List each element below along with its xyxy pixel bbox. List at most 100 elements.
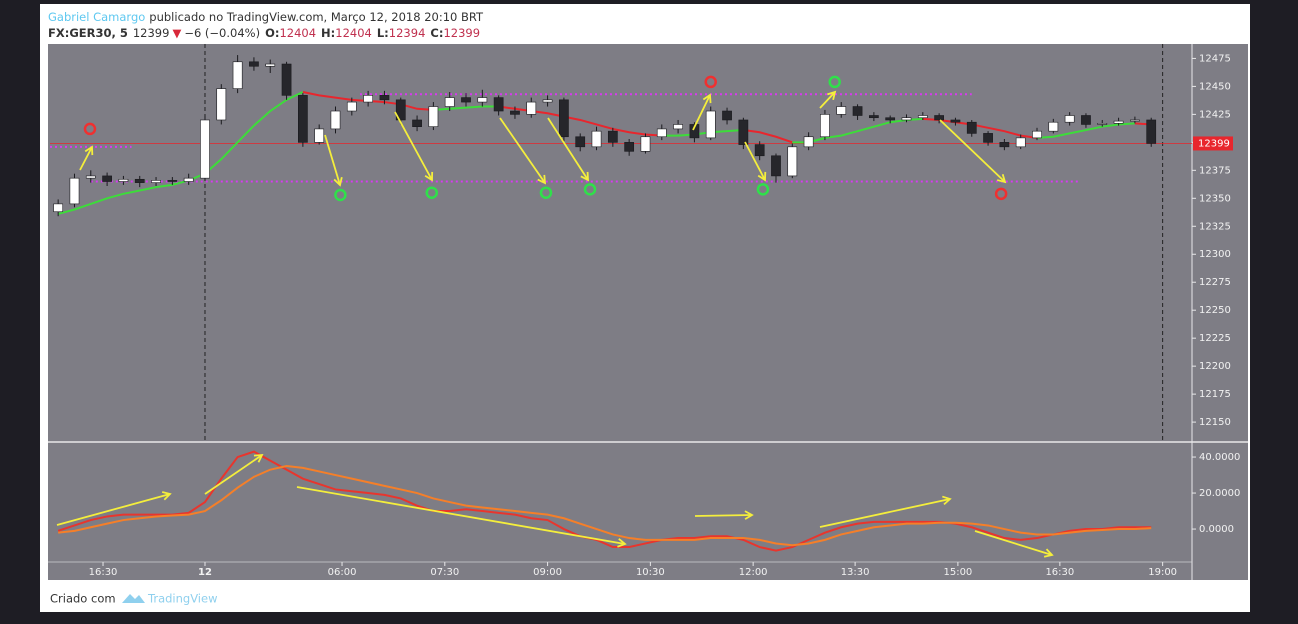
candle-body	[852, 106, 863, 116]
candle-body	[966, 121, 977, 134]
y-tick-label: 40.0000	[1199, 452, 1240, 463]
y-tick-label: 12375	[1199, 165, 1231, 176]
arrow-annotation	[547, 117, 589, 182]
candle-body	[607, 130, 618, 143]
arrow-annotation	[694, 510, 754, 520]
y-tick-label: 12275	[1199, 277, 1231, 288]
high-label: H:	[321, 26, 335, 40]
moving-average	[498, 105, 662, 137]
moving-average	[792, 117, 923, 144]
arrow-annotation	[324, 134, 343, 187]
candle-body	[281, 63, 292, 96]
candle-body	[477, 97, 488, 103]
arrow-annotation	[394, 111, 434, 182]
close: 12399	[443, 26, 480, 40]
open: 12404	[279, 26, 316, 40]
candle-body	[53, 203, 64, 213]
close-label: C:	[430, 26, 443, 40]
candle-body	[200, 119, 210, 179]
candle-body	[134, 178, 145, 183]
candle-body	[885, 117, 896, 121]
candle-body	[673, 124, 683, 130]
y-tick-label: 12425	[1199, 109, 1231, 120]
moving-average	[57, 91, 304, 215]
y-tick-label: 12475	[1199, 53, 1231, 64]
arrow: ▼	[172, 26, 181, 40]
signal-buy	[334, 188, 347, 202]
candle-body	[363, 95, 373, 103]
x-tick-label: 12	[198, 567, 212, 578]
candle-body	[1064, 115, 1075, 123]
candle-body	[1146, 119, 1157, 144]
candle-body	[379, 95, 390, 101]
indicator-line	[57, 450, 1152, 552]
candle-body	[510, 110, 520, 115]
moving-average	[743, 129, 793, 144]
candle-body	[1081, 115, 1091, 125]
candle-body	[85, 175, 96, 179]
x-tick-label: 12:00	[739, 567, 768, 578]
open-label: O:	[265, 26, 279, 40]
candle-body	[624, 142, 635, 152]
x-tick-label: 13:30	[841, 567, 870, 578]
candle-body	[869, 115, 879, 119]
change: −6 (−0.04%)	[184, 26, 260, 40]
candle-body	[249, 61, 259, 67]
candle-body	[461, 97, 471, 103]
y-tick-label: 12325	[1199, 221, 1231, 232]
y-tick-label: 12175	[1199, 389, 1231, 400]
arrow-annotation	[819, 495, 952, 528]
published: publicado no TradingView.com, Março 12, …	[149, 10, 484, 24]
footer-created: Criado com	[50, 592, 116, 606]
candle-body	[934, 115, 944, 121]
arrow-annotation	[939, 119, 1007, 184]
x-tick-label: 19:00	[1148, 567, 1177, 578]
candle-body	[542, 99, 553, 103]
x-tick-label: 16:30	[89, 567, 118, 578]
signal-buy	[756, 183, 770, 196]
candle-body	[183, 177, 194, 182]
x-tick-label: 15:00	[943, 567, 972, 578]
candle-body	[738, 119, 749, 145]
candle-body	[787, 146, 798, 177]
x-tick-label: 06:00	[328, 567, 357, 578]
candle-body	[265, 63, 276, 67]
arrow-annotation	[56, 491, 172, 526]
candle-body	[917, 115, 928, 119]
chart-background	[48, 44, 1248, 580]
author: Gabriel Camargo	[48, 10, 145, 24]
signal-sell	[994, 187, 1008, 201]
footer-brand: TradingView	[147, 592, 217, 606]
candle-body	[950, 119, 961, 123]
arrow-annotation	[692, 93, 712, 131]
candle-body	[102, 175, 112, 182]
candle-body	[118, 178, 129, 182]
candle-body	[820, 114, 830, 138]
y-tick-label: 12300	[1199, 249, 1231, 260]
candle-body	[591, 130, 602, 148]
arrow-annotation	[499, 117, 547, 185]
symbol-line: FX:GER30, 5 12399 ▼ −6 (−0.04%) O:12404 H:124…	[48, 26, 480, 40]
candle-body	[1130, 119, 1140, 122]
y-tick-label: 12200	[1199, 361, 1231, 372]
annotations	[56, 90, 1054, 558]
candle-body	[412, 119, 422, 127]
x-tick-label: 16:30	[1045, 567, 1074, 578]
x-tick-label: 09:00	[533, 567, 562, 578]
indicator-line	[58, 465, 1152, 547]
moving-average	[433, 105, 499, 111]
moving-average	[661, 129, 744, 137]
signal-buy	[828, 75, 841, 89]
candle-body	[346, 101, 357, 112]
high: 12404	[335, 26, 372, 40]
arrow-annotation	[296, 486, 627, 548]
candle-body	[151, 180, 161, 183]
header-line: Gabriel Camargo publicado no TradingView.…	[48, 10, 484, 24]
candle-body	[330, 110, 341, 130]
signal-sell	[83, 122, 97, 136]
signal-buy	[539, 186, 553, 199]
arrow-annotation	[819, 90, 837, 109]
candle-body	[705, 110, 716, 139]
